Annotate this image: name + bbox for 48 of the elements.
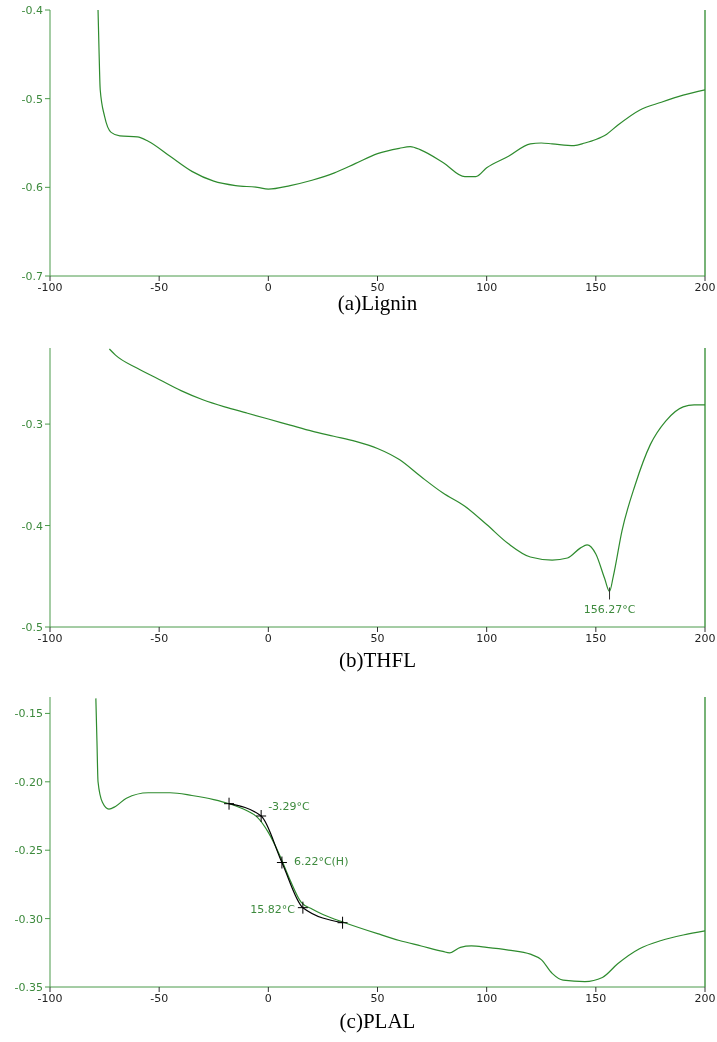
point (337, 916, 349, 930)
x-tick-label: 200 (694, 632, 716, 645)
x-tick-label: 150 (585, 632, 607, 645)
x-tick-label: -100 (37, 632, 63, 645)
y-tick-label: -0.15 (14, 707, 43, 721)
annotation: 156.27°C (583, 603, 636, 617)
x-tick-label: 50 (370, 632, 385, 645)
y-tick-label: -0.25 (14, 844, 43, 858)
x-tick-label: 0 (264, 992, 272, 1005)
y-tick-label: -0.30 (14, 912, 43, 926)
x-tick-label: 0 (264, 632, 272, 645)
point (297, 901, 309, 915)
x-tick-label: 50 (370, 281, 385, 294)
x-tick-label: 100 (476, 992, 498, 1005)
y-tick-label: -0.4 (21, 519, 43, 533)
y-tick-label: -0.3 (21, 418, 43, 432)
point (276, 856, 288, 870)
annotation: -3.29°C (268, 800, 311, 814)
x-tick-label: 0 (264, 281, 272, 294)
y-tick-label: -0.6 (21, 181, 43, 195)
line-series (108, 348, 706, 593)
point (255, 809, 267, 823)
x-tick-label: 50 (370, 992, 385, 1005)
annotation: 15.82°C (250, 902, 296, 916)
x-tick-label: -50 (150, 632, 169, 645)
y-tick-label: -0.4 (21, 4, 43, 17)
point (223, 797, 235, 811)
text: (c)PLAL (339, 1009, 416, 1033)
y-tick-label: -0.5 (21, 621, 43, 634)
x-tick-label: 150 (585, 992, 607, 1005)
line-series (95, 697, 706, 983)
x-tick-label: 200 (694, 281, 716, 294)
y-tick-label: -0.5 (21, 92, 43, 106)
y-tick-label: -0.20 (14, 775, 43, 789)
x-tick-label: -100 (37, 281, 63, 294)
x-tick-label: 150 (585, 281, 607, 294)
annotation: 6.22°C(H) (293, 854, 349, 868)
y-tick-label: -0.7 (21, 270, 43, 283)
text: (a)Lignin (337, 291, 418, 315)
y-tick-label: -0.35 (14, 981, 43, 994)
x-tick-label: -50 (150, 992, 169, 1005)
line-series (97, 9, 706, 190)
x-tick-label: -50 (150, 281, 169, 294)
text: (b)THFL (339, 648, 416, 672)
x-tick-label: 100 (476, 281, 498, 294)
x-tick-label: 200 (694, 992, 716, 1005)
x-tick-label: 100 (476, 632, 498, 645)
x-tick-label: -100 (37, 992, 63, 1005)
